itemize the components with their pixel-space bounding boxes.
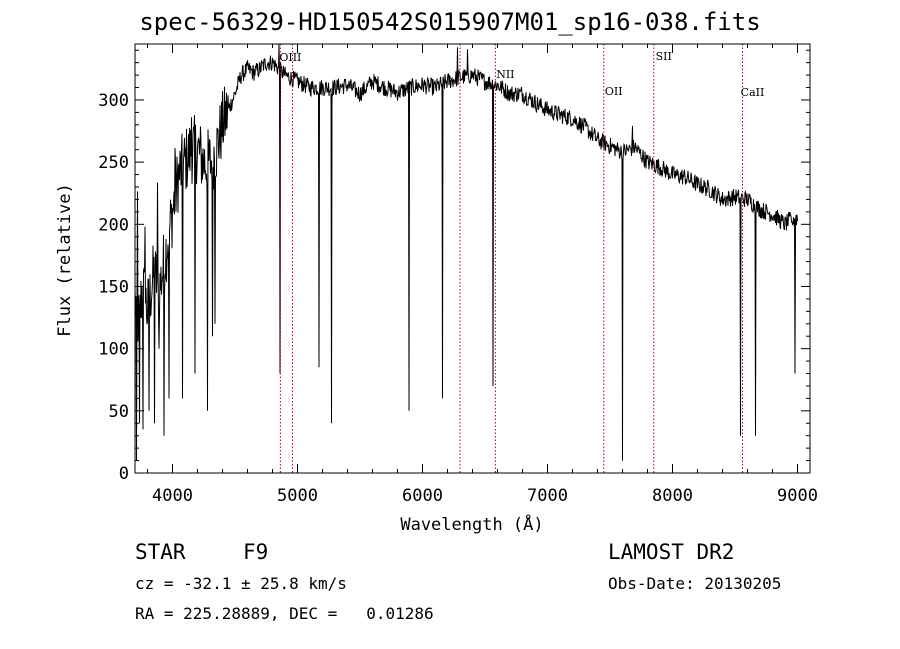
y-tick-label: 50	[109, 402, 129, 422]
x-tick-label: 7000	[527, 486, 568, 506]
chart-title: spec-56329-HD150542S015907M01_sp16-038.f…	[139, 8, 761, 36]
line-marker-label: OII	[605, 85, 623, 98]
line-marker-label: NII	[496, 68, 514, 81]
y-tick-label: 200	[98, 215, 129, 235]
line-marker-label: OIII	[279, 51, 301, 64]
coordinates-text: RA = 225.28889, DEC = 0.01286	[135, 604, 434, 623]
y-tick-label: 0	[119, 464, 129, 484]
survey-name: LAMOST DR2	[608, 540, 735, 564]
line-marker-label: CaII	[741, 86, 765, 99]
y-tick-label: 150	[98, 277, 129, 297]
x-tick-label: 8000	[652, 486, 693, 506]
object-class: STAR	[135, 540, 186, 564]
spectrum-line	[134, 43, 798, 461]
plot-frame	[134, 43, 811, 474]
object-subclass: F9	[243, 540, 269, 564]
y-axis-label: Flux (relative)	[55, 183, 75, 337]
y-tick-label: 300	[98, 91, 129, 111]
line-marker-label: SII	[656, 50, 672, 63]
x-tick-label: 6000	[402, 486, 443, 506]
x-axis-label: Wavelength (Å)	[400, 513, 543, 535]
y-tick-label: 100	[98, 340, 129, 360]
x-tick-label: 4000	[152, 486, 193, 506]
x-tick-label: 9000	[777, 486, 818, 506]
redshift-text: cz = -32.1 ± 25.8 km/s	[135, 574, 347, 593]
obs-date-text: Obs-Date: 20130205	[608, 574, 782, 593]
y-tick-label: 250	[98, 153, 129, 173]
x-tick-label: 5000	[277, 486, 318, 506]
